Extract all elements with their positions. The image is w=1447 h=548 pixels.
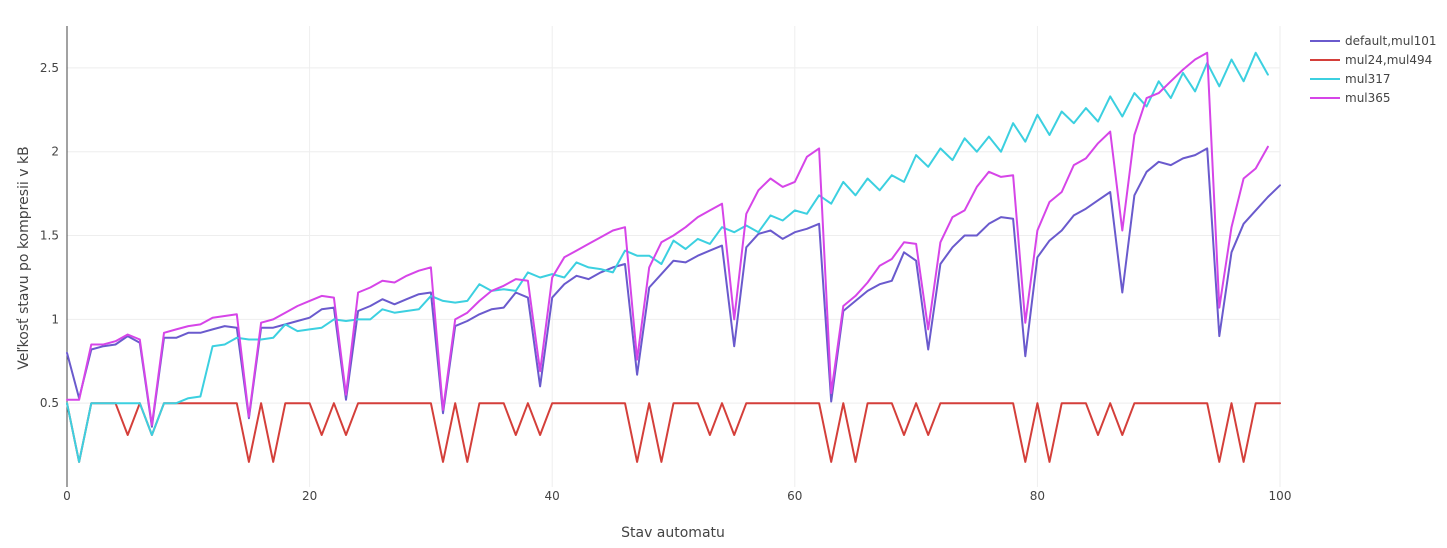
x-tick-label: 20 (302, 489, 317, 503)
legend-item-1[interactable]: default,mul101 (1310, 34, 1437, 48)
y-tick-label: 1.5 (40, 229, 59, 243)
axis-layer: 0 20 40 60 80 100 0.5 1 1.5 2 2.5 (40, 61, 1292, 503)
legend-item-2[interactable]: mul24,mul494 (1310, 53, 1432, 67)
x-axis-title: Stav automatu (621, 525, 725, 541)
y-axis-title: Veľkosť stavu po kompresii v kB (16, 146, 32, 369)
series-layer (66, 51, 1281, 463)
y-tick-label: 2 (51, 145, 59, 159)
series-line-1 (66, 147, 1281, 428)
series-line-2 (66, 402, 1281, 463)
legend-label: mul317 (1345, 72, 1391, 86)
legend-label: mul365 (1345, 91, 1391, 105)
legend-label: mul24,mul494 (1345, 53, 1432, 67)
x-tick-label: 100 (1269, 489, 1292, 503)
x-tick-label: 60 (787, 489, 802, 503)
series-line-3 (66, 51, 1269, 463)
x-tick-label: 80 (1030, 489, 1045, 503)
y-tick-label: 1 (51, 312, 59, 326)
x-tick-label: 40 (545, 489, 560, 503)
legend-item-3[interactable]: mul317 (1310, 72, 1391, 86)
legend-label: default,mul101 (1345, 34, 1437, 48)
legend[interactable]: default,mul101 mul24,mul494 mul317 mul365 (1310, 34, 1437, 105)
x-tick-label: 0 (63, 489, 71, 503)
legend-item-4[interactable]: mul365 (1310, 91, 1391, 105)
y-tick-label: 0.5 (40, 396, 59, 410)
y-tick-label: 2.5 (40, 61, 59, 75)
series-line-4 (66, 51, 1269, 426)
